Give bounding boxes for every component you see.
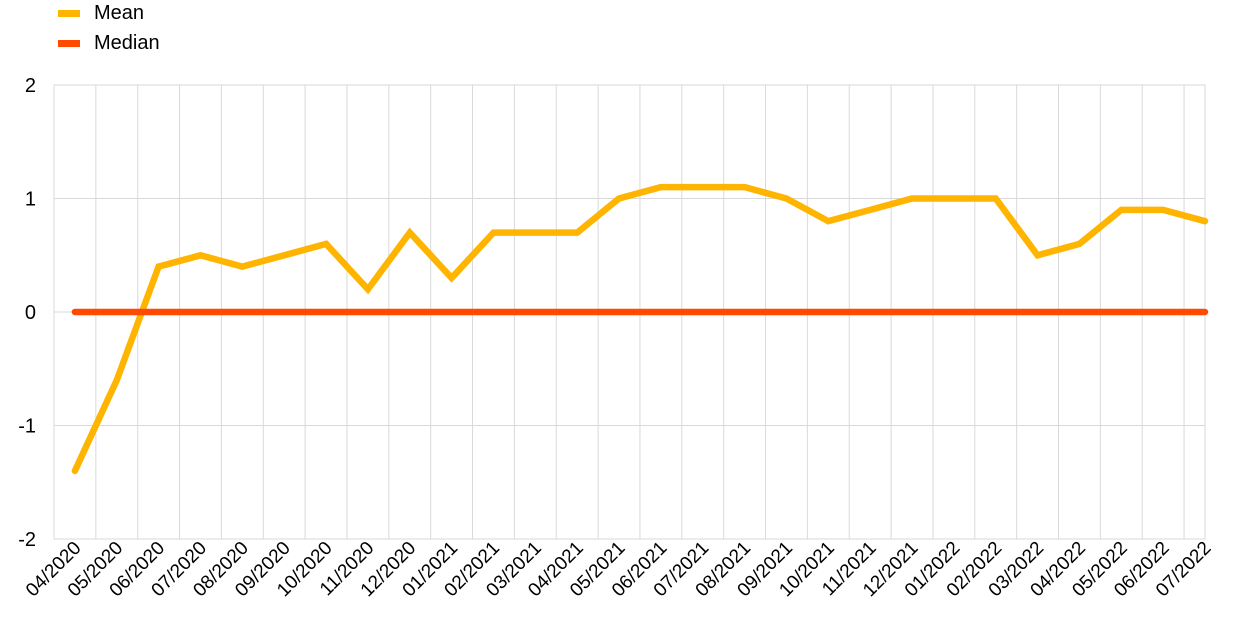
series-lines — [71, 183, 1209, 475]
y-tick-label: 0 — [25, 302, 36, 324]
legend-label-median: Median — [94, 32, 160, 54]
legend-label-mean: Mean — [94, 2, 145, 24]
y-axis: 2 1 0 -1 -2 — [18, 75, 36, 551]
legend-swatch-median — [58, 40, 80, 47]
y-tick-label: -1 — [18, 416, 36, 438]
y-tick-label: 2 — [25, 75, 36, 97]
y-tick-label: 1 — [25, 189, 36, 211]
y-tick-label: -2 — [18, 529, 36, 551]
legend-swatch-mean — [58, 10, 80, 17]
series-line-mean — [71, 183, 1209, 475]
x-axis: 04/202005/202006/202007/202008/202009/20… — [22, 538, 1215, 601]
